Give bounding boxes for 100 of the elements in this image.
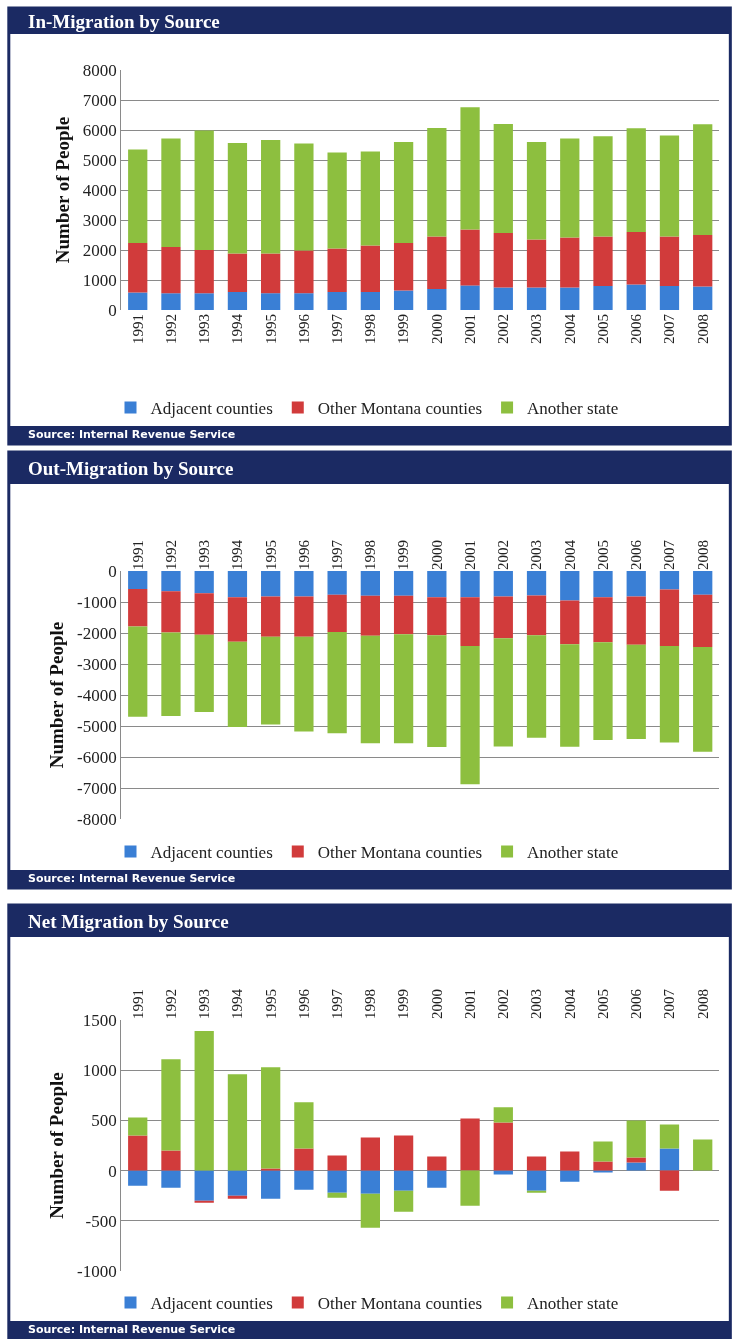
bar	[261, 139, 281, 254]
bar	[128, 243, 148, 293]
bar	[161, 591, 181, 633]
x-tick-label: 1992	[162, 314, 179, 344]
y-tick-label: -4000	[77, 685, 117, 705]
bar	[327, 1155, 347, 1171]
bar	[360, 245, 380, 292]
legend-label: Other Montana counties	[317, 1294, 483, 1314]
bar	[327, 152, 347, 249]
bar	[693, 1139, 713, 1171]
bar	[460, 571, 480, 598]
x-tick-label: 1995	[262, 989, 279, 1019]
x-tick-label: 2003	[528, 989, 545, 1019]
bar	[460, 285, 480, 310]
bar	[693, 594, 713, 647]
bar	[593, 1161, 613, 1171]
bar	[626, 571, 646, 597]
bar	[560, 644, 580, 747]
y-tick-label: -5000	[77, 716, 117, 736]
x-tick-label: 2001	[461, 314, 478, 344]
bar	[227, 1170, 248, 1196]
y-tick-label: 0	[108, 561, 117, 581]
bar	[227, 571, 248, 598]
bar	[360, 1193, 380, 1228]
bar	[626, 644, 646, 740]
bar	[327, 1170, 347, 1193]
bar	[493, 638, 513, 747]
bar	[128, 1117, 148, 1136]
bar	[128, 571, 148, 589]
bar	[493, 1170, 513, 1175]
bar	[327, 632, 347, 734]
bar	[393, 1135, 414, 1171]
bar	[128, 149, 148, 244]
bar	[427, 571, 447, 598]
bar	[393, 571, 414, 596]
bar	[526, 571, 547, 596]
bar	[393, 243, 414, 291]
bar	[460, 1118, 480, 1171]
bar	[626, 284, 646, 310]
bar	[227, 641, 248, 727]
bar	[161, 1170, 181, 1188]
legend-label: Another state	[527, 399, 619, 419]
bar	[526, 142, 547, 240]
y-tick-label: 3000	[82, 210, 117, 230]
x-tick-label: 1998	[362, 314, 379, 344]
y-tick-label: 500	[91, 1111, 117, 1131]
bar	[194, 593, 214, 635]
source-note: Source: Internal Revenue Service	[28, 872, 236, 885]
bar	[626, 1120, 646, 1158]
bar	[460, 229, 480, 286]
legend-label: Adjacent counties	[150, 399, 273, 419]
bar	[393, 290, 414, 310]
bar	[261, 596, 281, 637]
bar	[294, 636, 314, 732]
bar	[194, 1200, 214, 1203]
bar	[128, 292, 148, 310]
bar	[427, 236, 447, 289]
x-tick-label: 1994	[229, 313, 246, 344]
bar	[327, 248, 347, 292]
y-tick-label: -7000	[77, 778, 117, 798]
bar	[593, 642, 613, 740]
bar	[526, 635, 547, 738]
bar	[294, 143, 314, 251]
bar	[493, 124, 513, 233]
y-axis-title: Number of People	[45, 1072, 67, 1219]
bar	[693, 571, 713, 595]
legend-label: Other Montana counties	[317, 399, 483, 419]
bar	[659, 135, 680, 237]
bar	[194, 571, 214, 594]
legend-label: Adjacent counties	[150, 1294, 273, 1314]
bar	[593, 136, 613, 237]
x-tick-label: 1998	[362, 989, 379, 1019]
x-tick-label: 1999	[395, 540, 412, 570]
x-tick-label: 2007	[661, 539, 678, 570]
y-tick-label: -1000	[77, 1261, 117, 1281]
x-tick-label: 1992	[162, 540, 179, 570]
bar	[593, 571, 613, 598]
bar	[693, 286, 713, 310]
bar	[261, 636, 281, 725]
x-tick-label: 2003	[528, 540, 545, 570]
bar	[294, 571, 314, 597]
bar	[227, 142, 248, 254]
x-tick-label: 1999	[395, 989, 412, 1019]
bar	[327, 292, 347, 310]
x-tick-label: 1993	[196, 989, 213, 1019]
bar	[227, 1195, 248, 1199]
x-tick-label: 2007	[661, 313, 678, 344]
x-tick-label: 2001	[461, 989, 478, 1019]
bar	[526, 239, 547, 288]
x-tick-label: 1998	[362, 540, 379, 570]
bar	[194, 634, 214, 713]
bar	[161, 1059, 181, 1151]
legend-label: Other Montana counties	[317, 843, 483, 863]
x-tick-label: 2002	[495, 540, 512, 570]
bar	[493, 232, 513, 288]
bar	[626, 232, 646, 285]
bar	[626, 128, 646, 232]
bar	[460, 597, 480, 647]
bar	[360, 635, 380, 744]
bar	[427, 127, 447, 237]
